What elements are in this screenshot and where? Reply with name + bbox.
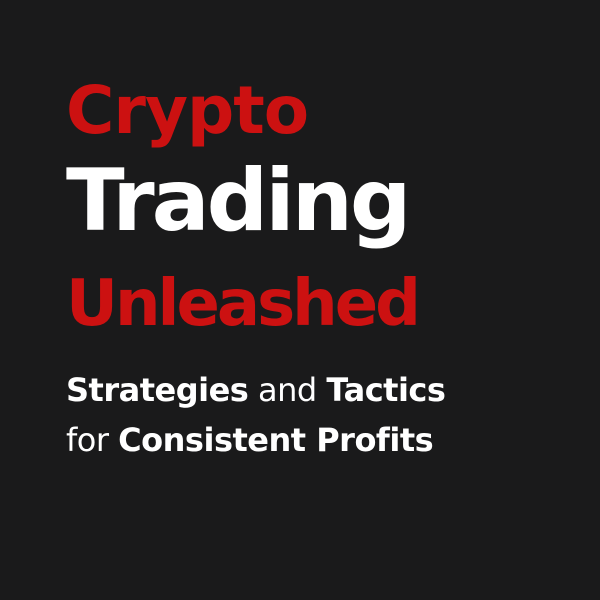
subtitle-line-1: Strategies and Tactics: [66, 371, 446, 409]
subtitle-and: and: [248, 371, 327, 409]
subtitle-consistent-profits: Consistent Profits: [118, 421, 434, 459]
subtitle-strategies: Strategies: [66, 371, 249, 409]
title-line-crypto: Crypto: [66, 72, 309, 149]
title-line-trading: Trading: [66, 151, 411, 251]
subtitle-line-2: for Consistent Profits: [66, 421, 434, 459]
subtitle-for: for: [66, 421, 119, 459]
subtitle-tactics: Tactics: [326, 371, 446, 409]
title-line-unleashed: Unleashed: [66, 267, 421, 341]
